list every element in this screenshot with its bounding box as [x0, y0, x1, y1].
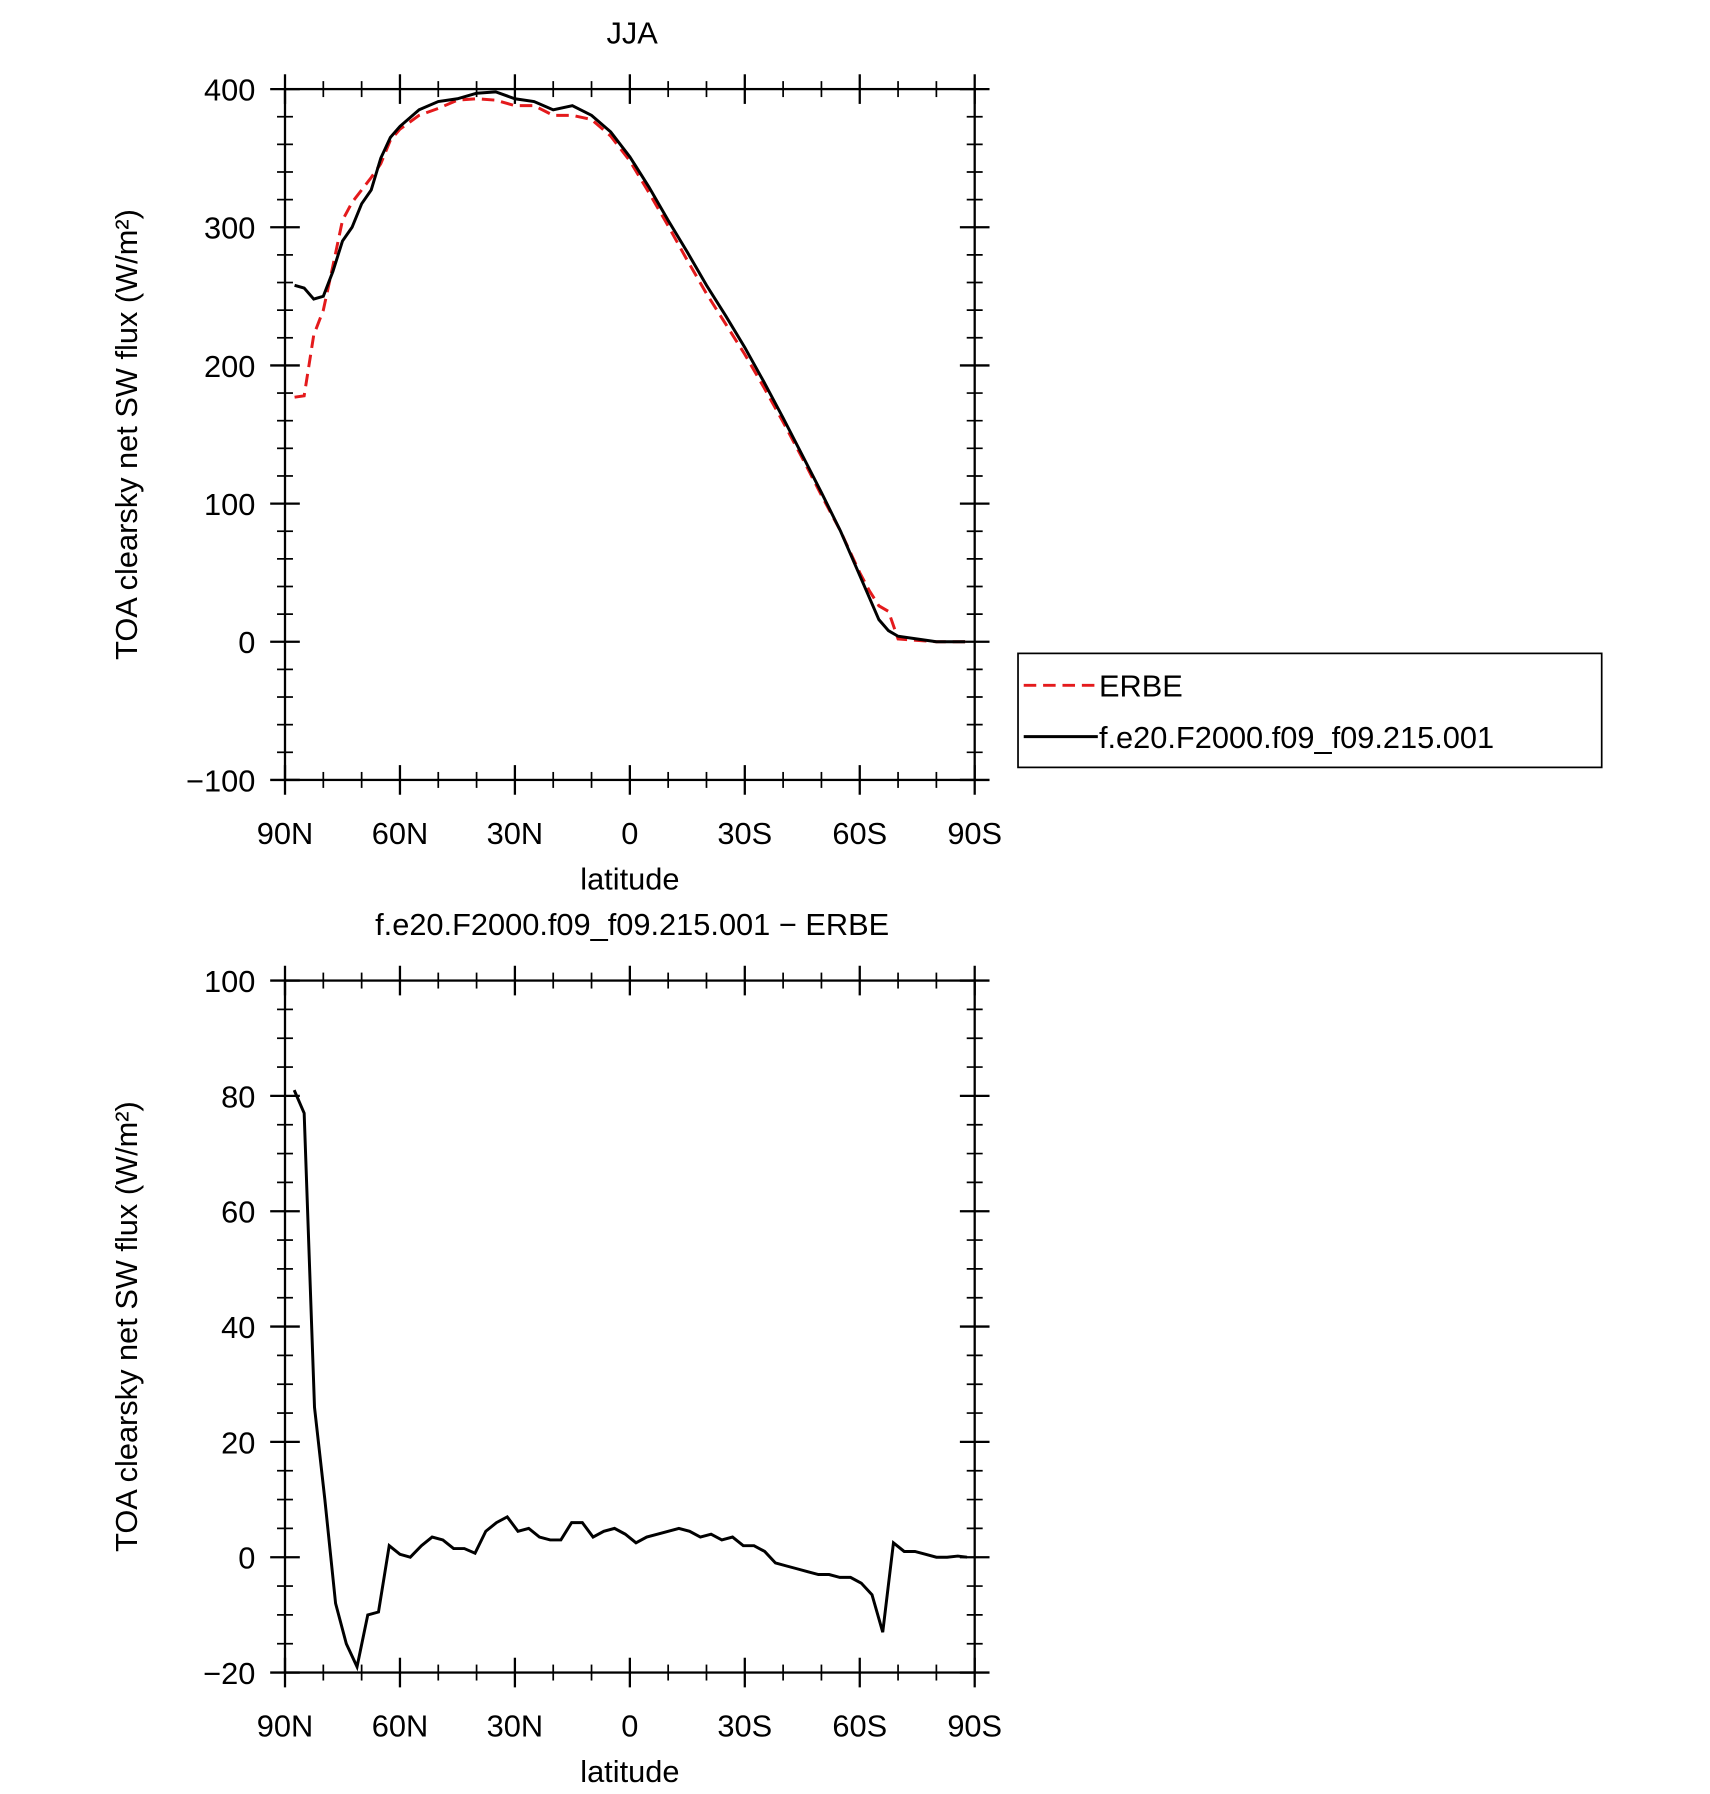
y-tick-label: −100	[186, 763, 255, 798]
series-line	[294, 97, 966, 644]
y-tick-label: 0	[238, 1541, 255, 1576]
x-tick-label: 90S	[947, 816, 1002, 851]
x-tick-label: 30S	[717, 816, 772, 851]
legend-label: ERBE	[1099, 669, 1183, 704]
y-tick-label: 300	[204, 211, 255, 246]
x-tick-label: 0	[621, 816, 638, 851]
y-tick-label: 40	[221, 1310, 255, 1345]
y-tick-label: 80	[221, 1079, 255, 1114]
y-tick-label: 400	[204, 72, 255, 107]
legend-label: f.e20.F2000.f09_f09.215.001	[1099, 720, 1494, 755]
legend-box	[1017, 652, 1603, 769]
x-tick-label: 60S	[832, 1708, 887, 1743]
x-tick-label: 60N	[372, 1708, 428, 1743]
y-tick-label: 200	[204, 349, 255, 384]
plot-frame	[283, 87, 976, 782]
y-tick-label: 100	[204, 964, 255, 999]
x-tick-label: 60N	[372, 816, 428, 851]
x-axis-label: latitude	[580, 1754, 679, 1789]
y-tick-label: 60	[221, 1195, 255, 1230]
chart-title: f.e20.F2000.f09_f09.215.001 − ERBE	[375, 907, 889, 942]
x-tick-label: 30S	[717, 1708, 772, 1743]
x-tick-label: 30N	[487, 1708, 543, 1743]
y-axis-label: TOA clearsky net SW flux (W/m²)	[109, 209, 144, 660]
x-tick-label: 90N	[257, 816, 313, 851]
series-line	[292, 1089, 968, 1672]
y-tick-label: 100	[204, 487, 255, 522]
chart-title: JJA	[606, 15, 658, 50]
plot-frame	[283, 979, 976, 1674]
x-tick-label: 30N	[487, 816, 543, 851]
x-tick-label: 90N	[257, 1708, 313, 1743]
series-line	[294, 90, 966, 644]
y-tick-label: −20	[203, 1656, 255, 1691]
x-axis-label: latitude	[580, 861, 679, 896]
y-tick-label: 0	[238, 625, 255, 660]
x-tick-label: 0	[621, 1708, 638, 1743]
x-tick-label: 60S	[832, 816, 887, 851]
y-axis-label: TOA clearsky net SW flux (W/m²)	[109, 1101, 144, 1552]
x-tick-label: 90S	[947, 1708, 1002, 1743]
y-tick-label: 20	[221, 1425, 255, 1460]
